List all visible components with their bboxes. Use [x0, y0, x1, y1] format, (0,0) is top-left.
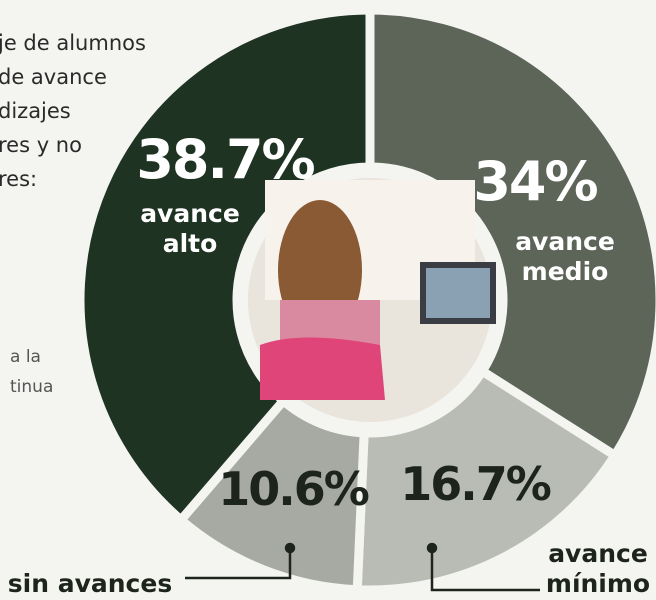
- value-label: 10.6%: [218, 462, 368, 516]
- intro-line: res y no: [0, 133, 82, 157]
- intro-line: je de alumnos: [0, 31, 146, 55]
- callout-line: [430, 548, 540, 592]
- intro-text: je de alumnos de avance dizajes res y no res…: [0, 31, 146, 397]
- photo-chair: [260, 337, 385, 400]
- note-line: tinua: [10, 377, 53, 397]
- callout-dot: [426, 542, 438, 554]
- callout-dot: [284, 542, 296, 554]
- labels: 34% avance medio 16.7% avance mínimo 10.6% sin …: [8, 128, 650, 598]
- intro-line: de avance: [0, 65, 107, 89]
- category-label: sin avances: [8, 569, 172, 598]
- intro-line: dizajes: [0, 99, 71, 123]
- intro-line: res:: [0, 167, 37, 191]
- value-label: 34%: [473, 150, 597, 213]
- donut-segment: [352, 365, 622, 595]
- donut-chart: [75, 5, 656, 595]
- category-label: avance medio: [515, 227, 615, 286]
- category-label: avance alto: [140, 199, 240, 258]
- callouts: [185, 542, 540, 592]
- value-label: 38.7%: [136, 128, 314, 191]
- note-line: a la: [10, 347, 41, 367]
- value-label: 16.7%: [400, 457, 550, 511]
- donut-segment: [75, 5, 375, 527]
- photo: [248, 178, 496, 422]
- photo-screen: [426, 268, 490, 318]
- category-label: avance mínimo: [546, 539, 650, 598]
- callout-line: [185, 548, 292, 580]
